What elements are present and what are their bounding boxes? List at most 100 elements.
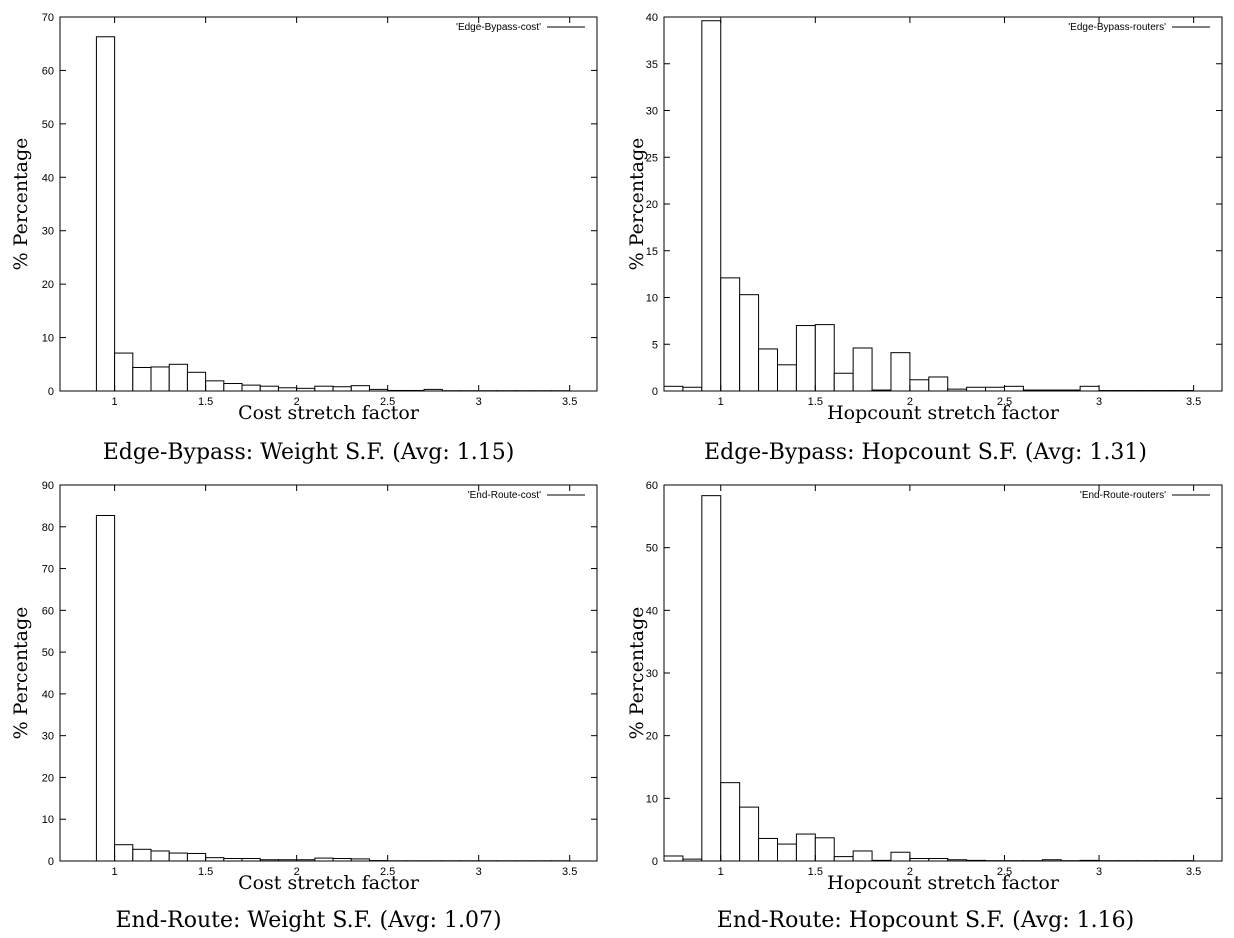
bar	[314, 385, 334, 392]
bar	[833, 856, 854, 862]
bar	[739, 294, 760, 392]
y-tick-label: 60	[42, 65, 54, 77]
bar	[758, 837, 779, 862]
bar	[739, 806, 760, 862]
y-tick-label: 20	[646, 199, 658, 211]
y-tick-label: 5	[652, 339, 658, 351]
y-tick-label: 30	[42, 226, 54, 238]
x-tick-label: 1.5	[198, 866, 213, 878]
x-tick-label: 2	[907, 396, 913, 408]
bar	[114, 844, 134, 862]
bar	[682, 386, 703, 392]
x-tick-label: 3.5	[1186, 866, 1201, 878]
x-tick-label: 3.5	[1186, 396, 1201, 408]
chart-caption: End-Route: Weight S.F. (Avg: 1.07)	[115, 908, 502, 933]
y-tick-label: 0	[652, 386, 658, 398]
bar	[150, 366, 170, 392]
x-tick-label: 2.5	[380, 396, 395, 408]
x-tick-label: 3.5	[562, 396, 577, 408]
y-tick-label: 50	[42, 647, 54, 659]
bar	[1003, 385, 1024, 392]
bar	[186, 371, 207, 392]
y-tick-label: 70	[42, 12, 54, 24]
chart-svg-2: 0 10 20 30 40 50 60 70 80 90 1 1.5 2 2.5 3 3.5 'End-Rout…	[10, 480, 598, 894]
x-tick-label: 1.5	[198, 396, 213, 408]
x-tick-label: 2	[907, 866, 913, 878]
y-tick-label: 10	[42, 814, 54, 826]
bar	[1079, 385, 1100, 392]
y-tick-label: 25	[646, 152, 658, 164]
bar	[663, 855, 684, 862]
bar	[909, 379, 930, 392]
y-tick-label: 50	[646, 543, 658, 555]
y-axis-label: % Percentage	[626, 607, 648, 740]
bar	[890, 352, 911, 392]
y-tick-label: 10	[646, 793, 658, 805]
x-tick-label: 3	[1096, 396, 1102, 408]
chart-panel-end-route-hopcount: 0 10 20 30 40 50 60 1 1.5 2 2.5 3 3.5 'End-Route-rout…	[617, 469, 1234, 938]
bar	[852, 850, 873, 862]
y-tick-label: 40	[646, 605, 658, 617]
bar	[795, 325, 816, 392]
y-tick-label: 20	[646, 731, 658, 743]
bar	[966, 386, 987, 392]
bar	[168, 852, 188, 862]
y-tick-label: 60	[646, 480, 658, 492]
x-tick-label: 2	[294, 396, 300, 408]
y-axis-label: % Percentage	[10, 138, 32, 271]
x-tick-label: 3	[476, 866, 482, 878]
x-tick-label: 1	[718, 866, 724, 878]
y-tick-label: 20	[42, 772, 54, 784]
bar	[663, 385, 684, 392]
legend-label: 'End-Route-routers'	[1080, 490, 1166, 501]
y-tick-label: 50	[42, 119, 54, 131]
bar	[332, 386, 352, 392]
y-tick-label: 10	[42, 333, 54, 345]
y-axis-label: % Percentage	[626, 138, 648, 271]
y-axis-label: % Percentage	[10, 607, 32, 740]
y-tick-label: 10	[646, 293, 658, 305]
bar	[168, 363, 188, 392]
x-tick-label: 1.5	[808, 396, 823, 408]
bar	[241, 384, 261, 392]
bar	[132, 848, 152, 862]
y-tick-label: 30	[646, 668, 658, 680]
y-tick-label: 80	[42, 522, 54, 534]
x-tick-label: 2.5	[380, 866, 395, 878]
plot-frame	[663, 484, 1223, 862]
bar	[114, 352, 134, 392]
bar	[795, 833, 816, 862]
y-tick-label: 0	[48, 386, 54, 398]
chart-svg-1: 0 5 10 15 20 25 30 35 40 1 1.5 2 2.5 3 3.5 'Edge-Bypass…	[626, 12, 1223, 424]
x-tick-label: 1	[112, 396, 118, 408]
bar	[701, 20, 722, 392]
bar	[776, 843, 797, 862]
plot-frame	[59, 484, 598, 862]
bar	[814, 324, 835, 392]
y-tick-label: 30	[42, 731, 54, 743]
bar	[758, 348, 779, 392]
bar	[701, 495, 722, 862]
y-tick-label: 40	[646, 12, 658, 24]
bar	[186, 852, 207, 862]
chart-svg-0: 0 10 20 30 40 50 60 70 1 1.5 2 2.5 3 3.5 'Edge-Bypass-…	[10, 12, 598, 424]
y-tick-label: 60	[42, 605, 54, 617]
y-tick-label: 30	[646, 106, 658, 118]
x-tick-label: 1.5	[808, 866, 823, 878]
chart-caption: End-Route: Hopcount S.F. (Avg: 1.16)	[716, 908, 1135, 933]
y-tick-label: 15	[646, 246, 658, 258]
bar	[223, 383, 243, 392]
x-tick-label: 3	[476, 396, 482, 408]
chart-panel-edge-bypass-hopcount: 0 5 10 15 20 25 30 35 40 1 1.5 2 2.5 3 3.5 'Edge-Bypass…	[617, 0, 1234, 469]
bar	[720, 782, 741, 862]
y-tick-label: 70	[42, 564, 54, 576]
legend-label: 'End-Route-cost'	[468, 490, 541, 501]
bar	[833, 372, 854, 392]
y-tick-label: 0	[652, 856, 658, 868]
bar	[95, 36, 116, 392]
bar	[205, 380, 225, 392]
y-tick-label: 40	[42, 172, 54, 184]
bar	[150, 850, 170, 862]
chart-caption: Edge-Bypass: Hopcount S.F. (Avg: 1.31)	[704, 440, 1147, 465]
chart-panel-edge-bypass-cost: 0 10 20 30 40 50 60 70 1 1.5 2 2.5 3 3.5 'Edge-Bypass-…	[0, 0, 617, 469]
